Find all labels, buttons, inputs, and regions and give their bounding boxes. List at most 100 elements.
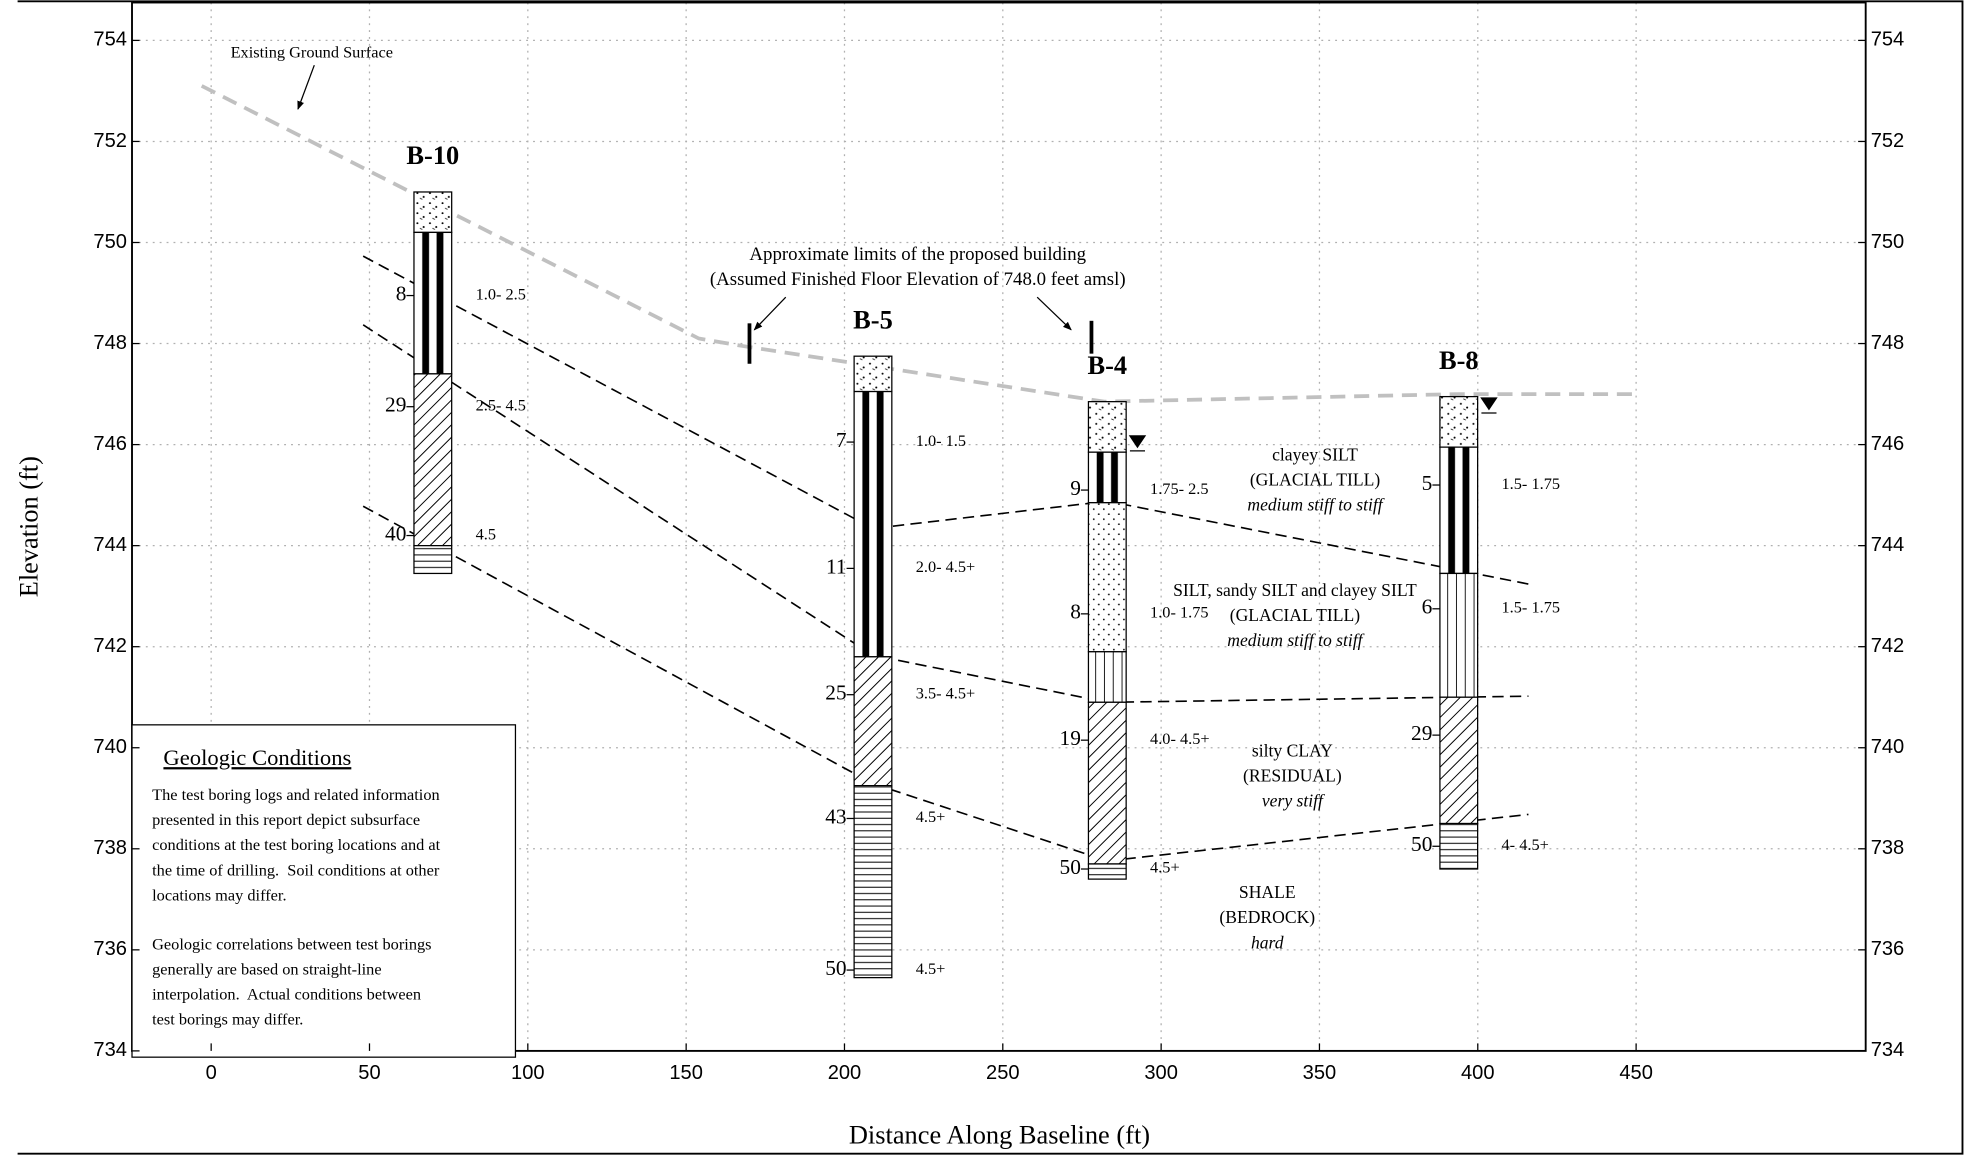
x-tick-label: 150 — [669, 1062, 703, 1084]
pocket-penetrometer: 1.75- 2.5 — [1150, 479, 1209, 498]
notes-text: Geologic correlations between test borin… — [152, 934, 431, 953]
blow-count: 40 — [385, 521, 406, 545]
blow-count: 50 — [1411, 832, 1432, 856]
boring-name: B-4 — [1087, 351, 1127, 380]
pocket-penetrometer: 1.0- 1.5 — [916, 431, 966, 450]
soil-layer — [1440, 447, 1478, 573]
x-tick-label: 250 — [986, 1062, 1020, 1084]
soil-layer — [414, 192, 452, 232]
boring-name: B-5 — [853, 305, 893, 334]
y-tick-label: 748 — [93, 332, 127, 354]
pocket-penetrometer: 4.0- 4.5+ — [1150, 729, 1210, 748]
x-tick-label: 0 — [206, 1062, 217, 1084]
y-tick-label: 740 — [93, 736, 127, 758]
boring-name: B-10 — [406, 141, 459, 170]
notes-text: generally are based on straight-line — [152, 959, 381, 978]
y2-tick-label: 750 — [1871, 231, 1905, 253]
blow-count: 11 — [826, 554, 847, 578]
pocket-penetrometer: 4.5+ — [1150, 858, 1180, 877]
soil-layer — [1088, 864, 1126, 879]
x-tick-label: 50 — [358, 1062, 380, 1084]
pocket-penetrometer: 3.5- 4.5+ — [916, 683, 976, 702]
y-tick-label: 734 — [93, 1039, 127, 1061]
soil-layer — [854, 392, 892, 657]
strata-label: (BEDROCK) — [1219, 907, 1315, 927]
soil-layer — [1440, 697, 1478, 823]
y2-tick-label: 754 — [1871, 29, 1905, 51]
y-tick-label: 750 — [93, 231, 127, 253]
notes-text: locations may differ. — [152, 885, 286, 904]
blow-count: 29 — [1411, 721, 1432, 745]
strata-note: very stiff — [1262, 791, 1325, 811]
notes-title: Geologic Conditions — [163, 745, 351, 770]
x-axis-label: Distance Along Baseline (ft) — [849, 1120, 1150, 1149]
blow-count: 7 — [836, 428, 847, 452]
y2-tick-label: 738 — [1871, 837, 1905, 859]
soil-layer — [1088, 402, 1126, 453]
soil-layer — [854, 356, 892, 391]
strata-label: (RESIDUAL) — [1243, 766, 1342, 786]
y-tick-label: 752 — [93, 130, 127, 152]
pocket-penetrometer: 4.5+ — [916, 959, 946, 978]
blow-count: 50 — [825, 956, 846, 980]
y-tick-label: 746 — [93, 433, 127, 455]
y2-tick-label: 746 — [1871, 433, 1905, 455]
blow-count: 8 — [396, 281, 407, 305]
notes-text: The test boring logs and related informa… — [152, 785, 440, 804]
building-annotation: Approximate limits of the proposed build… — [749, 244, 1086, 265]
soil-layer — [1088, 503, 1126, 652]
ground-label: Existing Ground Surface — [231, 43, 393, 62]
pocket-penetrometer: 2.0- 4.5+ — [916, 557, 976, 576]
y-tick-label: 754 — [93, 29, 127, 51]
blow-count: 9 — [1070, 476, 1081, 500]
soil-layer — [1088, 702, 1126, 864]
soil-layer — [1440, 573, 1478, 697]
y2-tick-label: 734 — [1871, 1039, 1905, 1061]
notes-text: presented in this report depict subsurfa… — [152, 810, 420, 829]
pocket-penetrometer: 1.5- 1.75 — [1502, 598, 1561, 617]
soil-layer — [1088, 652, 1126, 703]
soil-layer — [1440, 824, 1478, 869]
y2-tick-label: 736 — [1871, 938, 1905, 960]
blow-count: 5 — [1422, 471, 1433, 495]
pocket-penetrometer: 4.5 — [476, 524, 496, 543]
strata-label: clayey SILT — [1272, 445, 1358, 465]
soil-layer — [854, 786, 892, 978]
blow-count: 25 — [825, 681, 846, 705]
soil-layer — [1088, 452, 1126, 503]
soil-layer — [1440, 397, 1478, 448]
x-tick-label: 100 — [511, 1062, 545, 1084]
notes-text: the time of drilling. Soil conditions at… — [152, 860, 440, 879]
boring-name: B-8 — [1439, 346, 1479, 375]
y-axis-label: Elevation (ft) — [14, 456, 43, 597]
soil-layer — [854, 657, 892, 786]
strata-label: SHALE — [1239, 882, 1296, 902]
notes-text: interpolation. Actual conditions between — [152, 984, 421, 1003]
soil-layer — [414, 232, 452, 373]
strata-note: medium stiff to stiff — [1247, 495, 1384, 515]
blow-count: 19 — [1060, 726, 1081, 750]
x-tick-label: 400 — [1461, 1062, 1495, 1084]
blow-count: 50 — [1060, 855, 1081, 879]
pocket-penetrometer: 1.0- 1.75 — [1150, 603, 1209, 622]
pocket-penetrometer: 4- 4.5+ — [1502, 835, 1549, 854]
pocket-penetrometer: 1.5- 1.75 — [1502, 474, 1561, 493]
y2-tick-label: 740 — [1871, 736, 1905, 758]
pocket-penetrometer: 4.5+ — [916, 807, 946, 826]
x-tick-label: 300 — [1144, 1062, 1178, 1084]
blow-count: 29 — [385, 393, 406, 417]
y-tick-label: 736 — [93, 938, 127, 960]
y-tick-label: 738 — [93, 837, 127, 859]
soil-layer — [414, 374, 452, 546]
blow-count: 6 — [1422, 595, 1433, 619]
x-tick-label: 350 — [1303, 1062, 1337, 1084]
soil-layer — [414, 546, 452, 574]
x-tick-label: 450 — [1619, 1062, 1653, 1084]
pocket-penetrometer: 1.0- 2.5 — [476, 284, 526, 303]
y2-tick-label: 742 — [1871, 635, 1905, 657]
y2-tick-label: 752 — [1871, 130, 1905, 152]
blow-count: 43 — [825, 804, 846, 828]
y2-tick-label: 748 — [1871, 332, 1905, 354]
y-tick-label: 742 — [93, 635, 127, 657]
y-tick-label: 744 — [93, 534, 127, 556]
